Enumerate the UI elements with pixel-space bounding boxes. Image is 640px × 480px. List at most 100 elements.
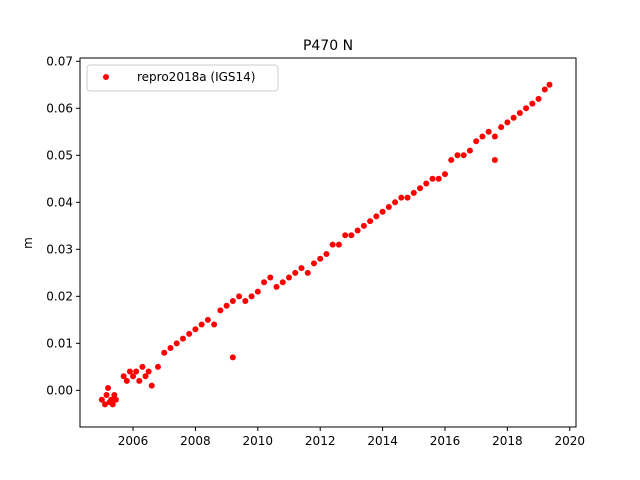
data-point xyxy=(236,293,243,300)
data-point xyxy=(139,363,146,370)
data-point xyxy=(448,157,455,164)
y-tick-label: 0.02 xyxy=(46,289,73,303)
data-point xyxy=(103,392,110,399)
data-point xyxy=(136,377,143,384)
chart-title: P470 N xyxy=(303,38,353,54)
plot-area xyxy=(80,58,576,427)
data-point xyxy=(223,302,230,309)
data-point xyxy=(111,392,118,399)
data-point xyxy=(123,377,130,384)
y-tick-label: 0.00 xyxy=(46,383,73,397)
data-point xyxy=(286,274,293,281)
data-point xyxy=(198,321,205,328)
y-axis-label: m xyxy=(21,237,35,249)
data-point xyxy=(535,95,542,102)
data-point xyxy=(108,396,115,403)
data-point xyxy=(279,279,286,286)
data-point xyxy=(379,208,386,215)
data-point xyxy=(254,288,261,295)
data-point xyxy=(126,368,133,375)
data-point xyxy=(423,180,430,187)
legend-box xyxy=(86,64,279,92)
data-point xyxy=(491,157,498,164)
data-point xyxy=(112,396,119,403)
x-tick-label: 2006 xyxy=(118,434,149,448)
data-point xyxy=(354,227,361,234)
data-point xyxy=(101,401,108,408)
data-point xyxy=(142,373,149,380)
data-point xyxy=(504,119,511,126)
data-point xyxy=(335,241,342,248)
data-point xyxy=(323,251,330,258)
legend: repro2018a (IGS14) xyxy=(86,64,279,92)
data-point xyxy=(342,232,349,239)
data-point xyxy=(130,373,137,380)
data-point xyxy=(392,199,399,206)
data-point xyxy=(529,100,536,107)
y-tick-label: 0.01 xyxy=(46,336,73,350)
x-axis: 2006 2008 2010 2012 2014 2016 2018 2020 xyxy=(118,427,585,448)
plot-frame xyxy=(79,57,577,428)
data-point xyxy=(261,279,268,286)
data-point xyxy=(310,260,317,267)
data-point xyxy=(167,345,174,352)
data-point xyxy=(479,133,486,140)
data-point xyxy=(109,401,116,408)
data-point xyxy=(329,241,336,248)
data-point xyxy=(454,152,461,159)
data-point xyxy=(398,194,405,201)
data-point xyxy=(292,269,299,276)
data-point xyxy=(485,128,492,135)
legend-marker xyxy=(103,74,109,80)
data-point xyxy=(120,373,127,380)
x-tick-label: 2020 xyxy=(554,434,585,448)
x-tick-label: 2010 xyxy=(243,434,274,448)
y-tick-label: 0.05 xyxy=(46,148,73,162)
data-point xyxy=(435,175,442,182)
data-point xyxy=(229,354,236,361)
y-tick-label: 0.03 xyxy=(46,242,73,256)
data-point xyxy=(304,269,311,276)
data-point xyxy=(317,255,324,262)
y-tick-label: 0.04 xyxy=(46,195,73,209)
data-point xyxy=(373,213,380,220)
data-point xyxy=(273,283,280,290)
data-point xyxy=(473,138,480,145)
data-point xyxy=(248,293,255,300)
data-point xyxy=(211,321,218,328)
data-point xyxy=(186,330,193,337)
y-tick-label: 0.06 xyxy=(46,101,73,115)
data-point xyxy=(133,368,140,375)
data-point xyxy=(179,335,186,342)
y-tick-label: 0.07 xyxy=(46,54,73,68)
data-point xyxy=(498,124,505,131)
data-point xyxy=(410,189,417,196)
legend-entry-label: repro2018a (IGS14) xyxy=(137,70,255,84)
data-point xyxy=(145,368,152,375)
data-point xyxy=(417,185,424,192)
x-tick-label: 2012 xyxy=(305,434,336,448)
x-tick-label: 2018 xyxy=(492,434,523,448)
data-point xyxy=(541,86,548,93)
data-point xyxy=(217,307,224,314)
x-tick-label: 2016 xyxy=(430,434,461,448)
data-point xyxy=(523,105,530,112)
data-point xyxy=(404,194,411,201)
data-point xyxy=(229,298,236,305)
data-points xyxy=(98,81,553,408)
data-point xyxy=(466,147,473,154)
data-point xyxy=(546,81,553,88)
data-point xyxy=(441,171,448,178)
data-point xyxy=(429,175,436,182)
data-point xyxy=(367,218,374,225)
data-point xyxy=(348,232,355,239)
data-point xyxy=(360,222,367,229)
data-point xyxy=(242,298,249,305)
data-point xyxy=(192,326,199,333)
data-point xyxy=(385,204,392,211)
data-point xyxy=(161,349,168,356)
data-point xyxy=(148,382,155,389)
data-point xyxy=(154,363,161,370)
data-point xyxy=(516,109,523,116)
